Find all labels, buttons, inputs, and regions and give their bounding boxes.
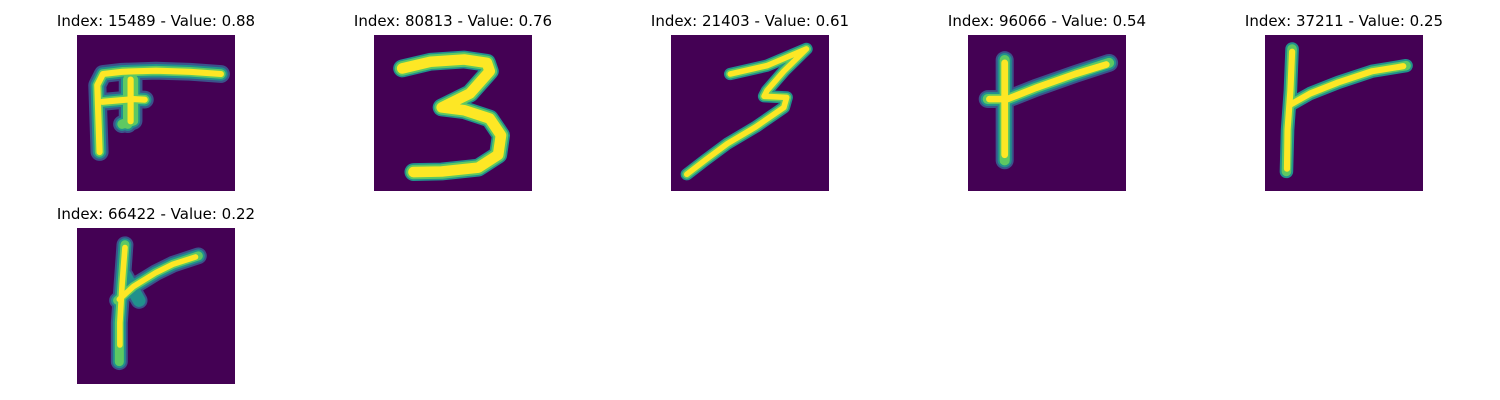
- digit-image: [968, 35, 1126, 191]
- panel-title: Index: 80813 - Value: 0.76: [353, 12, 553, 30]
- image-panel-5: Index: 37211 - Value: 0.25: [1188, 0, 1485, 191]
- digit-image: [374, 35, 532, 191]
- panel-title: Index: 96066 - Value: 0.54: [947, 12, 1147, 30]
- digit-image: [77, 228, 235, 384]
- digit-image: [671, 35, 829, 191]
- image-panel-1: Index: 15489 - Value: 0.88: [0, 0, 297, 191]
- digit-image: [77, 35, 235, 191]
- image-panel-3: Index: 21403 - Value: 0.61: [594, 0, 891, 191]
- image-panel-6: Index: 66422 - Value: 0.22: [0, 193, 297, 384]
- panel-title: Index: 37211 - Value: 0.25: [1244, 12, 1444, 30]
- image-panel-4: Index: 96066 - Value: 0.54: [891, 0, 1188, 191]
- panel-title: Index: 66422 - Value: 0.22: [56, 205, 256, 223]
- image-panel-2: Index: 80813 - Value: 0.76: [297, 0, 594, 191]
- panel-title: Index: 15489 - Value: 0.88: [56, 12, 256, 30]
- digit-image: [1265, 35, 1423, 191]
- panel-title: Index: 21403 - Value: 0.61: [650, 12, 850, 30]
